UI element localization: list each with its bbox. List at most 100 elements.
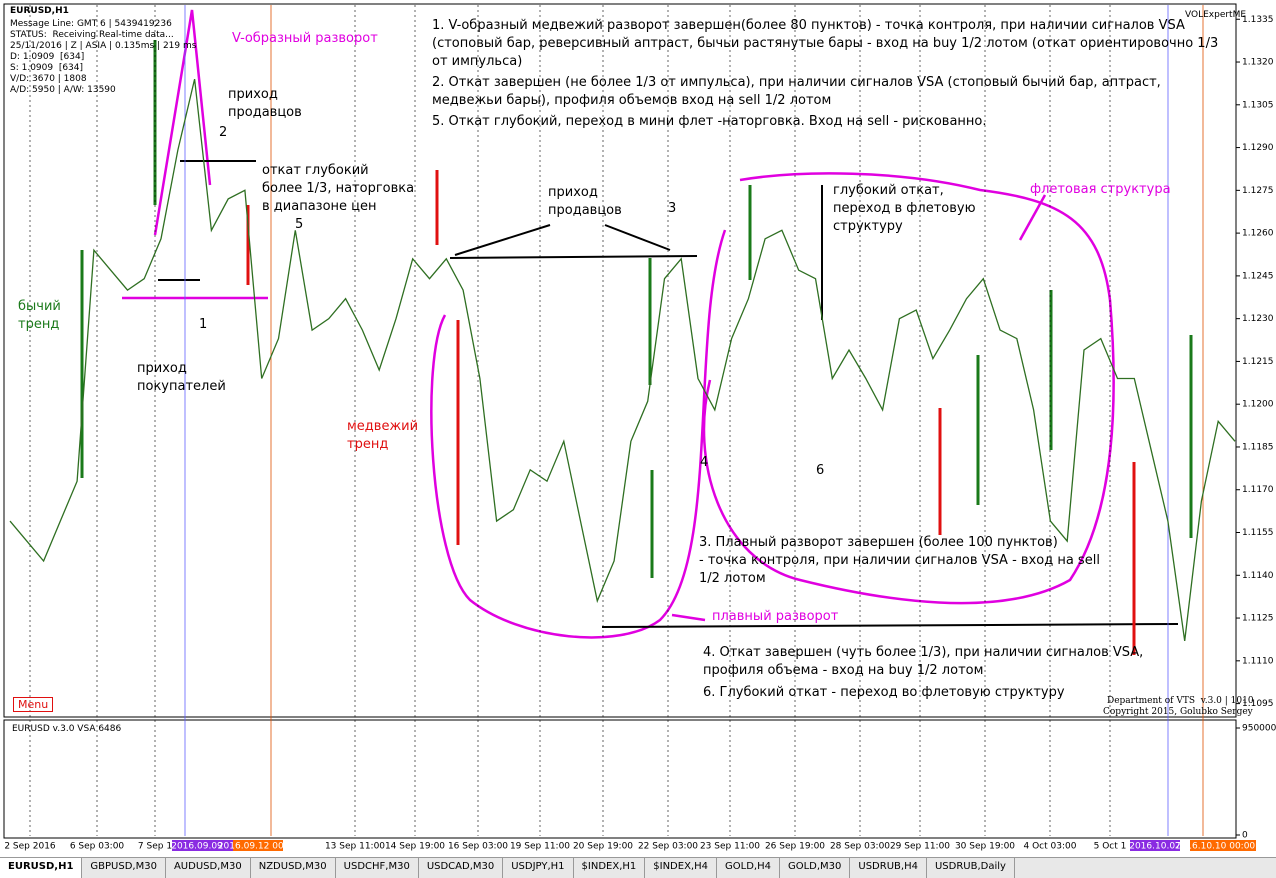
tab[interactable]: USDCHF,M30 xyxy=(336,858,419,878)
flat-oval xyxy=(702,172,1115,605)
notes: 1. V-образный медвежий разворот завершен… xyxy=(432,17,1232,134)
annotation: 3. Плавный разворот завершен (более 100 … xyxy=(699,535,1100,586)
tab[interactable]: USDJPY,H1 xyxy=(503,858,574,878)
annotation: приход покупателей xyxy=(137,361,226,394)
level xyxy=(449,255,698,259)
y-tick-label: 1.1125 xyxy=(1242,614,1274,624)
tab[interactable]: NZDUSD,M30 xyxy=(251,858,336,878)
tab[interactable]: GOLD,M30 xyxy=(780,858,851,878)
annotation: 4. Откат завершен (чуть более 1/3), при … xyxy=(703,645,1144,678)
annotation: 5 xyxy=(295,217,304,232)
price-panel xyxy=(3,3,1237,718)
expert-name: VOLExpertME xyxy=(1185,10,1247,20)
annotation: откат глубокий более 1/3, наторговка в д… xyxy=(262,163,415,214)
tab[interactable]: $INDEX,H1 xyxy=(574,858,646,878)
y-tick-label: 1.1095 xyxy=(1242,699,1274,709)
x-tick-label: 2016.10.10 00:00 xyxy=(1175,842,1256,852)
x-tick-label: 28 Sep 03:00 xyxy=(830,842,890,852)
info-line: S: 1.0909 [634] xyxy=(10,63,84,73)
y-tick-label: 1.1290 xyxy=(1242,143,1274,153)
x-tick-label: 30 Sep 19:00 xyxy=(955,842,1015,852)
y-tick-label: 1.1275 xyxy=(1242,186,1274,196)
x-tick-label: 26 Sep 19:00 xyxy=(765,842,825,852)
x-tick-label: 2016.10.07 xyxy=(1129,842,1181,852)
note: 5. Откат глубокий, переход в мини флет -… xyxy=(432,114,987,129)
pointer xyxy=(1018,194,1047,241)
trend-arrows xyxy=(80,40,1193,655)
y-tick-label: 1.1110 xyxy=(1242,656,1274,666)
level-lines xyxy=(158,160,1179,628)
annotation: приход продавцов xyxy=(548,185,622,218)
y-tick-label: 0 xyxy=(1242,831,1248,841)
info-line: A/D: 5950 | A/W: 13590 xyxy=(10,85,116,95)
annotation: глубокий откат, переход в флетовую струк… xyxy=(833,183,976,234)
annotation: 4 xyxy=(700,455,709,470)
indicator-panel xyxy=(3,719,1237,839)
tab[interactable]: USDRUB,H4 xyxy=(850,858,927,878)
pointer xyxy=(604,224,671,251)
y-tick-label: 1.1230 xyxy=(1242,314,1274,324)
label-highlight xyxy=(233,840,283,851)
info-line: STATUS: Receiving Real-time data... xyxy=(10,30,174,40)
label-highlight xyxy=(172,840,238,851)
x-tick-label: 2 Sep 2016 xyxy=(4,842,56,852)
x-tick-label: 7 Sep 1 xyxy=(138,842,172,852)
v-shape xyxy=(153,9,212,236)
x-tick-label: 6 Sep 03:00 xyxy=(70,842,125,852)
annotation: 6. Глубокий откат - переход во флетовую … xyxy=(703,685,1065,700)
chart: 2 Sep 2016 6 Sep 03:00 7 Sep 1 2016.09.0920… xyxy=(3,3,1276,852)
annotation: флетовая структура xyxy=(1030,182,1171,197)
note: 2. Откат завершен (не более 1/3 от импул… xyxy=(432,75,1161,108)
y-tick-label: 1.1140 xyxy=(1242,571,1274,581)
x-tick-label: 23 Sep 11:00 xyxy=(700,842,760,852)
annotation-shapes xyxy=(122,9,1115,639)
pointer xyxy=(671,613,706,622)
annotation: 2 xyxy=(219,125,228,140)
x-tick-label: 13 Sep 11:00 xyxy=(325,842,385,852)
x-tick-label: 5 Oct 1 xyxy=(1094,842,1127,852)
x-tick-label: 2016.09.09 xyxy=(171,842,223,852)
tab[interactable]: AUDUSD,M30 xyxy=(166,858,251,878)
x-tick-label: 22 Sep 03:00 xyxy=(638,842,698,852)
indicator-title: EURUSD v.3.0 VSA 6486 xyxy=(12,724,122,734)
annotation: V-образный разворот xyxy=(232,31,378,46)
note: 1. V-образный медвежий разворот завершен… xyxy=(432,18,1219,69)
x-tick-label: 29 Sep 11:00 xyxy=(890,842,950,852)
tab[interactable]: $INDEX,H4 xyxy=(645,858,717,878)
symbol: EURUSD,H1 xyxy=(10,6,69,16)
tab[interactable]: GOLD,H4 xyxy=(717,858,780,878)
label-highlight xyxy=(1130,840,1180,851)
annotation: приход продавцов xyxy=(228,87,302,120)
annotation: плавный разворот xyxy=(712,609,839,624)
annotation: бычий тренд xyxy=(18,299,61,332)
label-highlight xyxy=(1190,840,1256,851)
y-tick-label: 1.1215 xyxy=(1242,357,1274,367)
y-tick-label: 1.1260 xyxy=(1242,229,1274,239)
info-line: 25/11/2016 | Z | ASIA | 0.135ms | 219 ms xyxy=(10,41,197,51)
tab[interactable]: EURUSD,H1 xyxy=(0,858,83,878)
level xyxy=(601,623,1179,628)
y-tick-label: 1.1185 xyxy=(1242,442,1274,452)
info-line: Message Line: GMT 6 | 5439419236 xyxy=(10,19,172,29)
x-tick-label: 20 Sep 19:00 xyxy=(573,842,633,852)
tab[interactable]: USDCAD,M30 xyxy=(419,858,504,878)
y-tick-label: 1.1335 xyxy=(1242,15,1274,25)
copyright: Department of VTS v.3.0 | 1010 xyxy=(1107,696,1254,706)
x-tick-label: 19 Sep 11:00 xyxy=(510,842,570,852)
rounded-bottom xyxy=(430,229,727,639)
x-tick-label: 4 Oct 03:00 xyxy=(1024,842,1077,852)
tab[interactable]: USDRUB,Daily xyxy=(927,858,1015,878)
annotation: 6 xyxy=(816,463,825,478)
info-block: Message Line: GMT 6 | 5439419236 STATUS: … xyxy=(10,19,196,96)
menu-button[interactable]: Menu xyxy=(13,697,54,712)
tab[interactable]: GBPUSD,M30 xyxy=(82,858,166,878)
copyright: Copyright 2015, Golubko Sergey xyxy=(1103,707,1253,717)
pointer xyxy=(454,224,551,256)
x-tick-label: 16 Sep 03:00 xyxy=(448,842,508,852)
x-tick-label: 14 Sep 19:00 xyxy=(385,842,445,852)
x-tick-label: 2016.09.12 00:00 xyxy=(218,842,299,852)
y-tick-label: 1.1170 xyxy=(1242,485,1274,495)
y-tick-label: 1.1200 xyxy=(1242,400,1274,410)
